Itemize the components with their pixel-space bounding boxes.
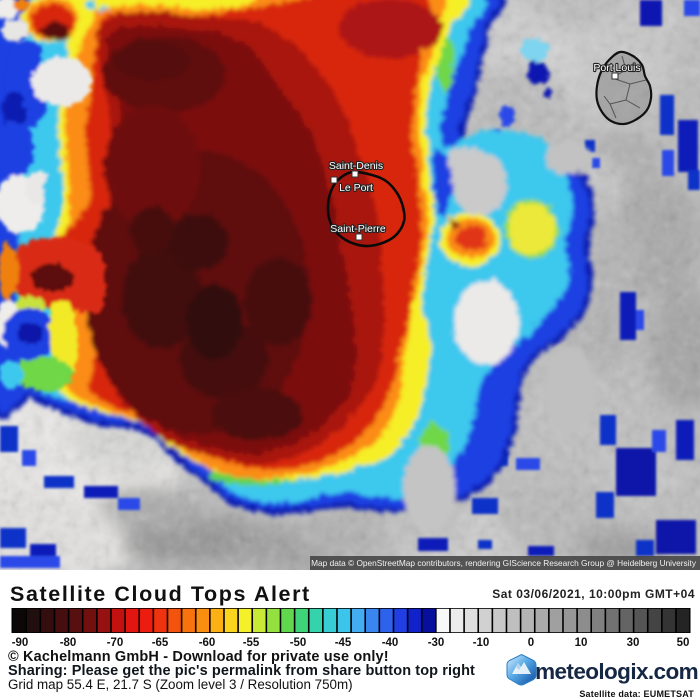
svg-text:-30: -30 (428, 637, 445, 649)
svg-text:10: 10 (575, 637, 588, 649)
svg-text:-10: -10 (473, 637, 490, 649)
svg-text:-45: -45 (335, 637, 352, 649)
svg-text:Sat 03/06/2021, 10:00pm GMT+04: Sat 03/06/2021, 10:00pm GMT+04 (492, 587, 695, 601)
svg-text:Port Louis: Port Louis (593, 62, 640, 74)
svg-text:© Kachelmann GmbH - Download f: © Kachelmann GmbH - Download for private… (8, 649, 389, 665)
svg-text:Map data © OpenStreetMap contr: Map data © OpenStreetMap contributors, r… (311, 558, 697, 568)
svg-text:-90: -90 (12, 637, 29, 649)
svg-text:30: 30 (627, 637, 640, 649)
svg-text:Satellite Cloud Tops Alert: Satellite Cloud Tops Alert (10, 582, 311, 606)
svg-text:Le Port: Le Port (339, 182, 373, 194)
svg-text:-70: -70 (107, 637, 124, 649)
svg-text:Saint-Denis: Saint-Denis (329, 160, 383, 172)
svg-text:Satellite data: EUMETSAT: Satellite data: EUMETSAT (579, 689, 694, 699)
svg-text:50: 50 (677, 637, 690, 649)
svg-text:-40: -40 (382, 637, 399, 649)
svg-text:Saint-Pierre: Saint-Pierre (330, 223, 386, 235)
svg-text:-60: -60 (199, 637, 216, 649)
svg-text:0: 0 (528, 637, 534, 649)
svg-text:-65: -65 (152, 637, 169, 649)
svg-text:Grid map 55.4 E, 21.7 S (Zoom: Grid map 55.4 E, 21.7 S (Zoom level 3 / … (8, 677, 353, 692)
svg-text:-80: -80 (60, 637, 77, 649)
svg-text:-50: -50 (290, 637, 307, 649)
svg-text:-55: -55 (243, 637, 260, 649)
svg-text:Sharing: Please get the pic's: Sharing: Please get the pic's permalink … (8, 663, 475, 679)
svg-text:meteologix.com: meteologix.com (535, 659, 698, 684)
